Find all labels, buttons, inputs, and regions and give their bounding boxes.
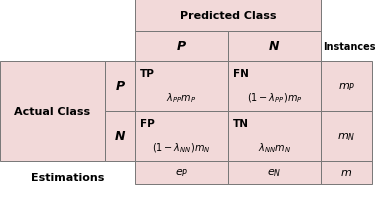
Bar [321,161,372,184]
Text: Instances: Instances [323,42,375,52]
Text: $\boldsymbol{N}$: $\boldsymbol{N}$ [268,40,280,53]
Bar [228,161,321,184]
Text: Predicted Class: Predicted Class [180,11,276,21]
Bar [228,32,321,62]
Bar [228,111,321,161]
Bar [135,62,228,111]
Bar [0,62,105,161]
Text: $(1-\lambda_{NN})m_N$: $(1-\lambda_{NN})m_N$ [152,140,211,154]
Text: $e_P$: $e_P$ [175,167,188,179]
Text: Estimations: Estimations [31,173,104,183]
Text: TP: TP [140,69,155,79]
Text: FP: FP [140,118,155,128]
Text: $(1-\lambda_{PP})m_P$: $(1-\lambda_{PP})m_P$ [247,91,302,104]
Bar [228,62,321,111]
Text: $\boldsymbol{P}$: $\boldsymbol{P}$ [115,80,126,93]
Bar [105,111,135,161]
Text: $\boldsymbol{P}$: $\boldsymbol{P}$ [176,40,187,53]
Text: $m_P$: $m_P$ [338,81,355,92]
Bar [135,0,321,32]
Text: TN: TN [233,118,249,128]
Text: $m$: $m$ [340,168,352,178]
Text: FN: FN [233,69,249,79]
Bar [321,111,372,161]
Bar [135,32,228,62]
Text: Actual Class: Actual Class [14,106,90,116]
Bar [105,62,135,111]
Text: $\lambda_{NN}m_N$: $\lambda_{NN}m_N$ [258,140,291,154]
Text: $m_N$: $m_N$ [337,130,356,142]
Text: $e_N$: $e_N$ [267,167,282,179]
Bar [135,161,228,184]
Bar [321,62,372,111]
Text: $\lambda_{PP}m_P$: $\lambda_{PP}m_P$ [166,91,197,104]
Text: $\boldsymbol{N}$: $\boldsymbol{N}$ [114,130,126,143]
Bar [135,111,228,161]
